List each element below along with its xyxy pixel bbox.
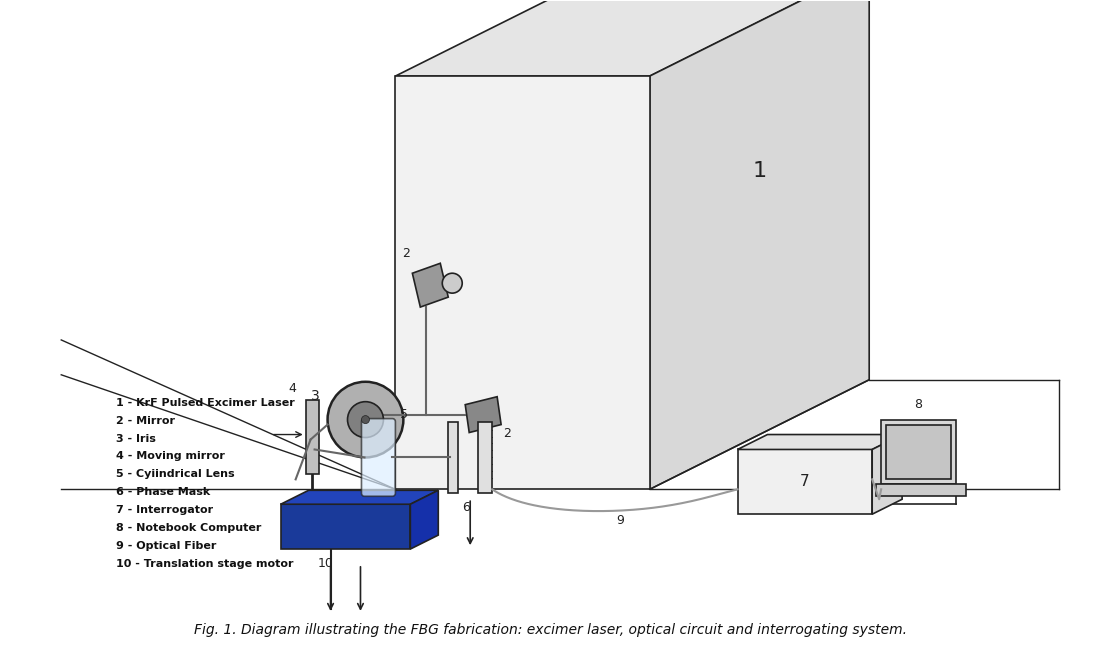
Text: Fig. 1. Diagram illustrating the FBG fabrication: excimer laser, optical circuit: Fig. 1. Diagram illustrating the FBG fab…: [194, 623, 906, 636]
Polygon shape: [465, 396, 502, 432]
Text: 6: 6: [462, 501, 470, 514]
Text: 4: 4: [288, 381, 297, 394]
Polygon shape: [877, 484, 966, 496]
Polygon shape: [395, 76, 650, 489]
Text: 10: 10: [318, 557, 333, 570]
Text: 1: 1: [752, 160, 767, 181]
Polygon shape: [449, 422, 459, 494]
Text: 3: 3: [310, 389, 319, 403]
Polygon shape: [478, 422, 492, 494]
Text: 4 - Moving mirror: 4 - Moving mirror: [117, 451, 226, 462]
FancyBboxPatch shape: [362, 419, 395, 496]
Polygon shape: [650, 0, 869, 489]
Text: 3 - Iris: 3 - Iris: [117, 434, 156, 443]
Text: 5 - Cyiindrical Lens: 5 - Cyiindrical Lens: [117, 469, 234, 479]
Text: 7 - Interrogator: 7 - Interrogator: [117, 505, 213, 515]
Polygon shape: [881, 420, 956, 484]
Text: 2 - Mirror: 2 - Mirror: [117, 415, 175, 426]
Polygon shape: [280, 490, 438, 504]
Text: 2: 2: [503, 426, 512, 439]
Polygon shape: [872, 434, 902, 514]
Text: 6 - Phase Mask: 6 - Phase Mask: [117, 487, 210, 497]
Circle shape: [328, 382, 404, 458]
Text: 9: 9: [616, 514, 624, 527]
Text: 10 - Translation stage motor: 10 - Translation stage motor: [117, 559, 294, 569]
Polygon shape: [410, 490, 438, 549]
Polygon shape: [737, 434, 902, 449]
Polygon shape: [280, 504, 410, 549]
Text: 1 - KrF Pulsed Excimer Laser: 1 - KrF Pulsed Excimer Laser: [117, 398, 295, 408]
Text: 5: 5: [400, 408, 408, 421]
Circle shape: [348, 402, 384, 437]
Polygon shape: [395, 0, 869, 76]
Polygon shape: [737, 449, 872, 514]
Text: 8: 8: [914, 398, 922, 411]
Text: 9 - Optical Fiber: 9 - Optical Fiber: [117, 541, 217, 551]
Circle shape: [362, 415, 370, 424]
Circle shape: [442, 273, 462, 293]
Text: 7: 7: [800, 474, 810, 489]
Polygon shape: [887, 424, 952, 479]
Text: 8 - Notebook Computer: 8 - Notebook Computer: [117, 523, 262, 533]
Text: 2: 2: [403, 247, 410, 260]
Polygon shape: [412, 263, 449, 307]
Polygon shape: [306, 400, 319, 475]
